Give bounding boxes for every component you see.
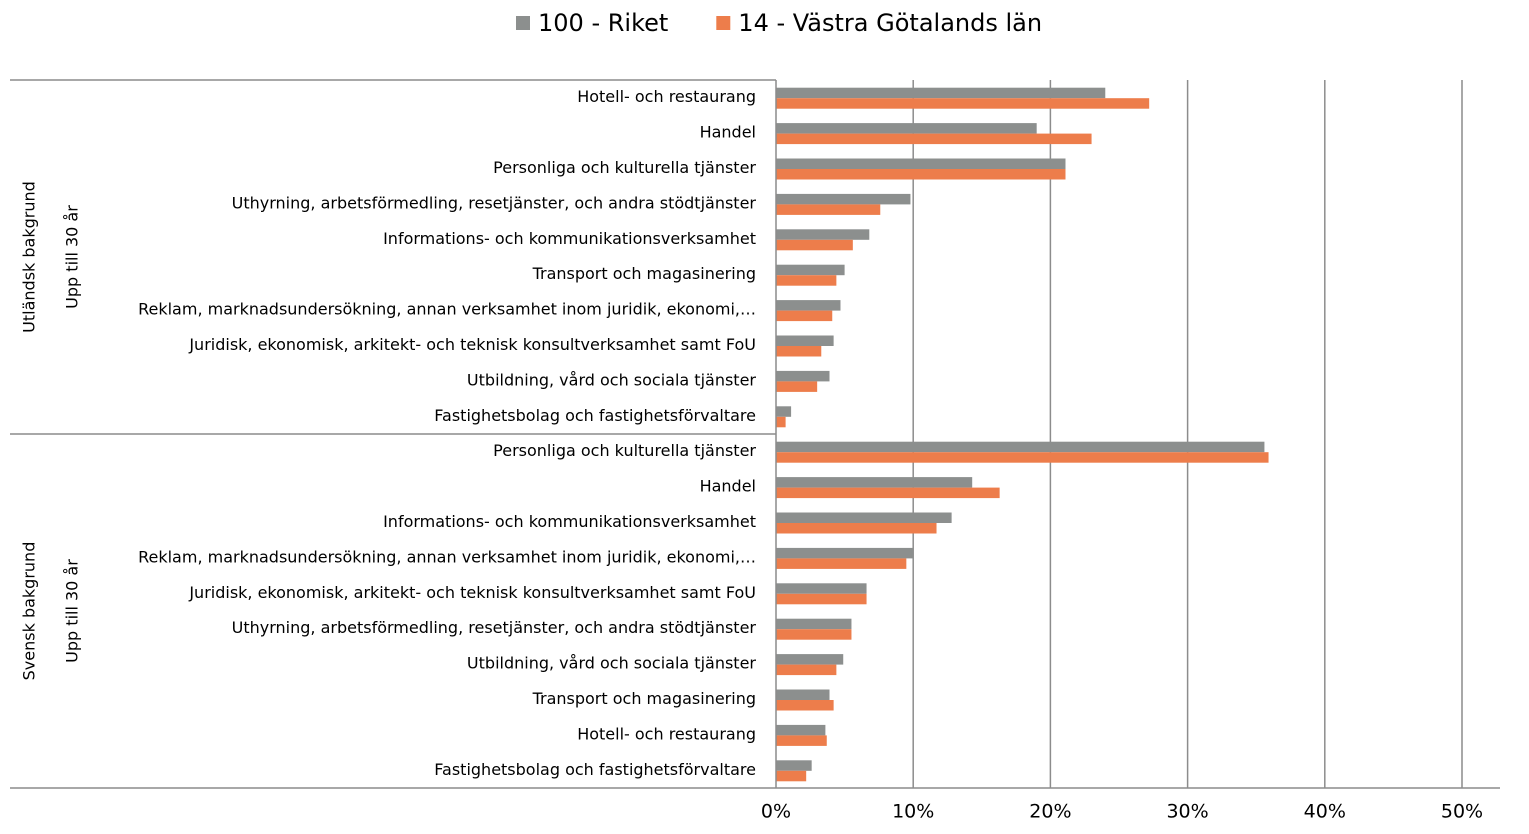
bar <box>776 664 837 676</box>
bar <box>776 381 818 392</box>
category-label: Uthyrning, arbetsförmedling, resetjänste… <box>232 618 757 637</box>
category-label: Informations- och kommunikationsverksamh… <box>383 512 756 531</box>
x-tick-label: 30% <box>1166 801 1208 823</box>
category-label: Fastighetsbolag och fastighetsförvaltare <box>434 406 756 425</box>
bar <box>776 452 1269 463</box>
bar <box>776 441 1265 453</box>
bar <box>776 512 952 523</box>
bar <box>776 169 1066 180</box>
category-label: Reklam, marknadsundersökning, annan verk… <box>138 547 756 566</box>
bar <box>776 346 822 357</box>
group-label: Utländsk bakgrund <box>20 181 39 333</box>
legend-swatch <box>516 16 530 30</box>
bar <box>776 193 911 205</box>
bar <box>776 629 852 640</box>
category-label: Juridisk, ekonomisk, arkitekt- och tekni… <box>188 335 756 354</box>
bar <box>776 239 853 251</box>
bar <box>776 770 807 782</box>
bar <box>776 618 852 630</box>
legend-label: 14 - Västra Götalands län <box>738 9 1042 37</box>
category-label: Juridisk, ekonomisk, arkitekt- och tekni… <box>188 583 756 602</box>
category-label: Transport och magasinering <box>532 264 756 283</box>
bar <box>776 593 867 605</box>
category-label: Transport och magasinering <box>532 689 756 708</box>
bar <box>776 370 830 382</box>
category-label: Handel <box>700 123 756 142</box>
category-label: Informations- och kommunikationsverksamh… <box>383 229 756 248</box>
bar <box>776 133 1092 145</box>
bar <box>776 654 844 665</box>
bar <box>776 487 1000 499</box>
bar <box>776 158 1066 169</box>
category-label: Personliga och kulturella tjänster <box>493 441 756 460</box>
bar <box>776 229 870 240</box>
bar <box>776 416 786 428</box>
category-label: Hotell- och restaurang <box>577 87 756 106</box>
bar <box>776 477 973 488</box>
x-tick-label: 40% <box>1304 801 1346 823</box>
x-tick-label: 10% <box>892 801 934 823</box>
subgroup-label: Upp till 30 år <box>63 205 82 309</box>
category-label: Personliga och kulturella tjänster <box>493 158 756 177</box>
category-label: Utbildning, vård och sociala tjänster <box>467 370 756 389</box>
bar <box>776 300 841 311</box>
subgroup-label: Upp till 30 år <box>63 559 82 663</box>
bar <box>776 98 1150 109</box>
bar <box>776 558 907 569</box>
bar <box>776 547 914 559</box>
bar <box>776 523 937 534</box>
bar <box>776 406 792 417</box>
category-label: Handel <box>700 477 756 496</box>
x-tick-label: 50% <box>1441 801 1483 823</box>
bar <box>776 310 833 322</box>
category-label: Uthyrning, arbetsförmedling, resetjänste… <box>232 193 757 212</box>
bar <box>776 724 826 736</box>
x-tick-label: 20% <box>1029 801 1071 823</box>
bar <box>776 689 830 700</box>
group-label: Svensk bakgrund <box>20 542 39 681</box>
x-tick-label: 0% <box>761 801 791 823</box>
bar <box>776 264 845 276</box>
category-label: Reklam, marknadsundersökning, annan verk… <box>138 300 756 319</box>
bar <box>776 204 881 215</box>
category-label: Hotell- och restaurang <box>577 724 756 743</box>
legend-label: 100 - Riket <box>538 9 668 37</box>
bar <box>776 275 837 286</box>
bar <box>776 700 834 711</box>
bar <box>776 760 812 771</box>
category-label: Utbildning, vård och sociala tjänster <box>467 654 756 673</box>
bar <box>776 735 827 746</box>
bar <box>776 87 1106 99</box>
bar <box>776 583 867 594</box>
category-label: Fastighetsbolag och fastighetsförvaltare <box>434 760 756 779</box>
legend-swatch <box>716 16 731 30</box>
bar <box>776 335 834 346</box>
bar <box>776 123 1037 134</box>
